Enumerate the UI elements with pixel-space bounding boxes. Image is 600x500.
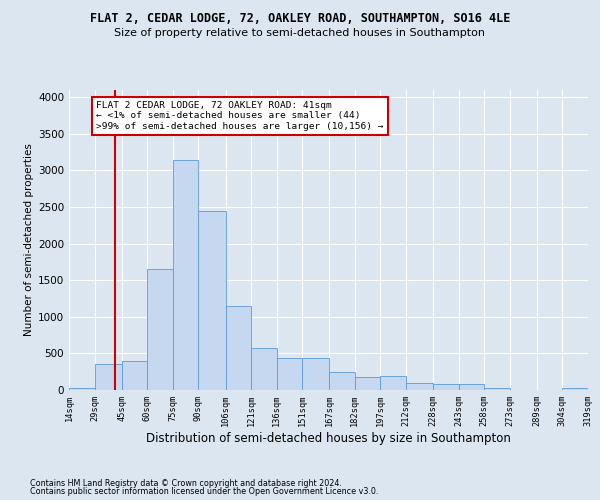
- Text: Contains HM Land Registry data © Crown copyright and database right 2024.: Contains HM Land Registry data © Crown c…: [30, 478, 342, 488]
- Bar: [484, 388, 510, 390]
- Bar: [173, 160, 199, 390]
- Bar: [251, 348, 277, 390]
- Bar: [355, 377, 380, 390]
- Text: Contains public sector information licensed under the Open Government Licence v3: Contains public sector information licen…: [30, 487, 379, 496]
- Y-axis label: Number of semi-detached properties: Number of semi-detached properties: [24, 144, 34, 336]
- Bar: [69, 388, 95, 390]
- Bar: [458, 384, 484, 390]
- Bar: [302, 358, 329, 390]
- Bar: [147, 270, 173, 390]
- Bar: [329, 372, 355, 390]
- Bar: [562, 388, 588, 390]
- Bar: [433, 384, 458, 390]
- Bar: [226, 306, 251, 390]
- Text: FLAT 2 CEDAR LODGE, 72 OAKLEY ROAD: 41sqm
← <1% of semi-detached houses are smal: FLAT 2 CEDAR LODGE, 72 OAKLEY ROAD: 41sq…: [96, 101, 384, 131]
- Bar: [199, 210, 226, 390]
- Bar: [277, 358, 302, 390]
- Bar: [122, 360, 147, 390]
- Text: FLAT 2, CEDAR LODGE, 72, OAKLEY ROAD, SOUTHAMPTON, SO16 4LE: FLAT 2, CEDAR LODGE, 72, OAKLEY ROAD, SO…: [90, 12, 510, 26]
- Bar: [406, 382, 433, 390]
- Bar: [95, 364, 122, 390]
- Text: Size of property relative to semi-detached houses in Southampton: Size of property relative to semi-detach…: [115, 28, 485, 38]
- X-axis label: Distribution of semi-detached houses by size in Southampton: Distribution of semi-detached houses by …: [146, 432, 511, 445]
- Bar: [380, 376, 406, 390]
